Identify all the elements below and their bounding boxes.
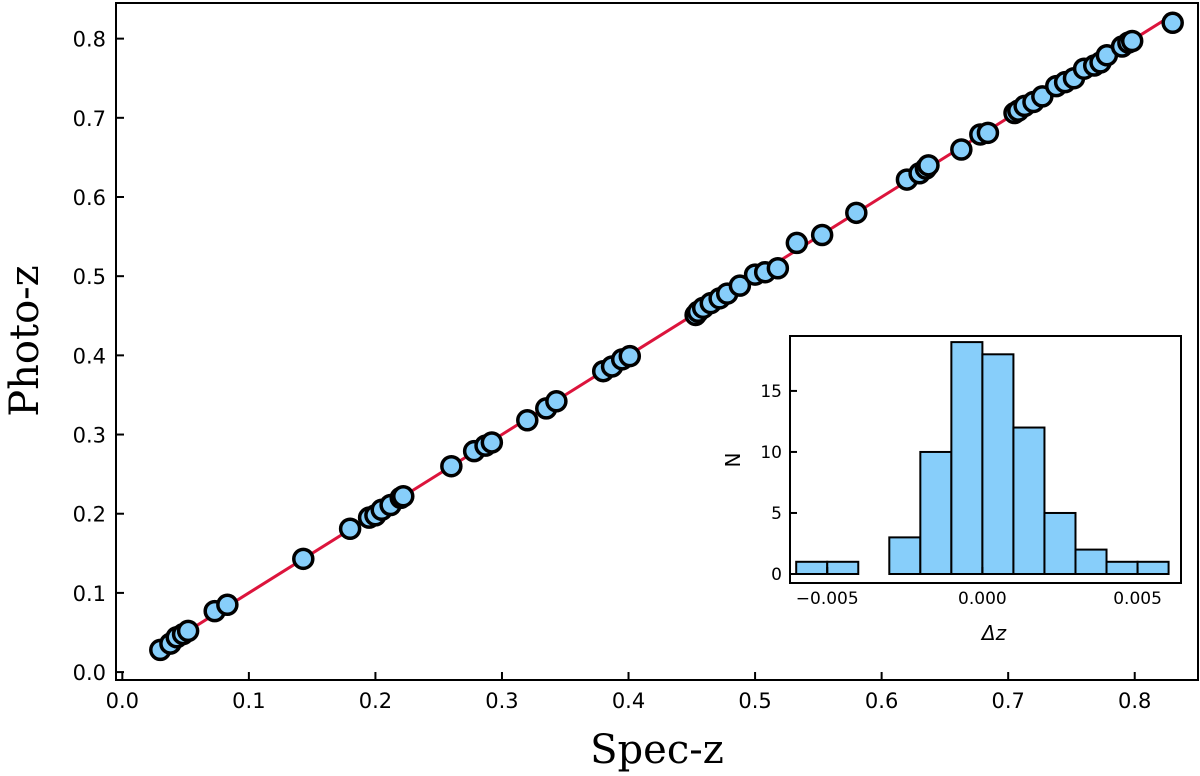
inset-x-tick-label: −0.005	[796, 589, 859, 609]
main-axis-ticks: 0.0 0.1 0.2 0.3 0.4 0.5 0.6 0.7 0.8 0.0 0.1 0.2 0.3 0…	[73, 28, 1152, 713]
main-plot-frame	[115, 2, 1199, 681]
inset-y-tick-label: 10	[760, 443, 782, 463]
one-to-one-line	[159, 13, 1174, 650]
scatter-point	[176, 619, 200, 643]
x-tick-label: 0.4	[612, 689, 645, 713]
scatter-point	[338, 517, 362, 541]
inset-y-tick-label: 0	[771, 565, 782, 585]
y-tick-label: 0.7	[73, 107, 106, 131]
y-tick-label: 0.8	[73, 28, 106, 52]
scatter-point	[728, 274, 752, 297]
y-tick-label: 0.1	[73, 582, 106, 606]
inset-x-tick-label: 0.005	[1113, 589, 1162, 609]
scatter-point	[440, 454, 463, 478]
scatter-point	[480, 431, 504, 454]
histogram-bar	[826, 560, 860, 575]
scatter-point	[1120, 29, 1144, 53]
histogram-bar	[950, 341, 984, 575]
scatter-point	[516, 409, 539, 432]
scatter-point	[1161, 11, 1184, 35]
scatter-point	[392, 485, 415, 508]
scatter-point	[845, 201, 868, 225]
inset-histogram: −0.005 0.000 0.005 0 5 10 15 Δz N	[721, 335, 1182, 645]
histogram-bar	[795, 560, 829, 575]
histogram-bar	[919, 450, 953, 576]
scatter-points-layer	[149, 11, 1184, 662]
histogram-bar	[1136, 560, 1170, 575]
one-to-one-line-layer	[159, 13, 1174, 650]
inset-plot-frame	[789, 335, 1182, 584]
scatter-point	[618, 344, 642, 368]
scatter-point	[950, 138, 973, 161]
inset-y-axis-title: N	[721, 453, 745, 468]
inset-y-tick-label: 5	[771, 504, 782, 524]
histogram-bar	[1012, 426, 1046, 575]
inset-axis-ticks: −0.005 0.000 0.005 0 5 10 15	[760, 382, 1162, 609]
scatter-point	[785, 231, 809, 255]
y-tick-label: 0.0	[73, 661, 106, 685]
x-axis-title: Spec-z	[590, 727, 724, 773]
scatter-point	[216, 593, 239, 617]
histogram-bar	[888, 536, 922, 576]
histogram-bar	[981, 353, 1015, 575]
inset-x-axis-title: Δz	[980, 621, 1007, 645]
scatter-point	[976, 121, 1000, 145]
scatter-point	[766, 257, 790, 280]
y-tick-label: 0.4	[73, 344, 106, 368]
scatter-point	[810, 223, 834, 247]
y-tick-label: 0.2	[73, 503, 106, 527]
scatter-point	[917, 154, 940, 177]
y-tick-label: 0.5	[73, 265, 106, 289]
x-tick-label: 0.5	[738, 689, 771, 713]
y-tick-label: 0.6	[73, 186, 106, 210]
x-tick-label: 0.0	[106, 689, 139, 713]
x-tick-label: 0.6	[865, 689, 898, 713]
x-tick-label: 0.1	[232, 689, 265, 713]
x-tick-label: 0.2	[359, 689, 392, 713]
histogram-bar	[1043, 511, 1077, 576]
histogram-bar	[1105, 560, 1139, 575]
scatter-point	[545, 390, 568, 413]
inset-y-tick-label: 15	[760, 382, 782, 402]
x-tick-label: 0.8	[1118, 689, 1151, 713]
x-tick-label: 0.3	[485, 689, 518, 713]
y-tick-label: 0.3	[73, 424, 106, 448]
y-axis-title: Photo-z	[2, 265, 48, 417]
x-tick-label: 0.7	[991, 689, 1024, 713]
inset-x-tick-label: 0.000	[958, 589, 1007, 609]
scatter-point	[292, 547, 315, 571]
histogram-bar	[1074, 548, 1108, 575]
